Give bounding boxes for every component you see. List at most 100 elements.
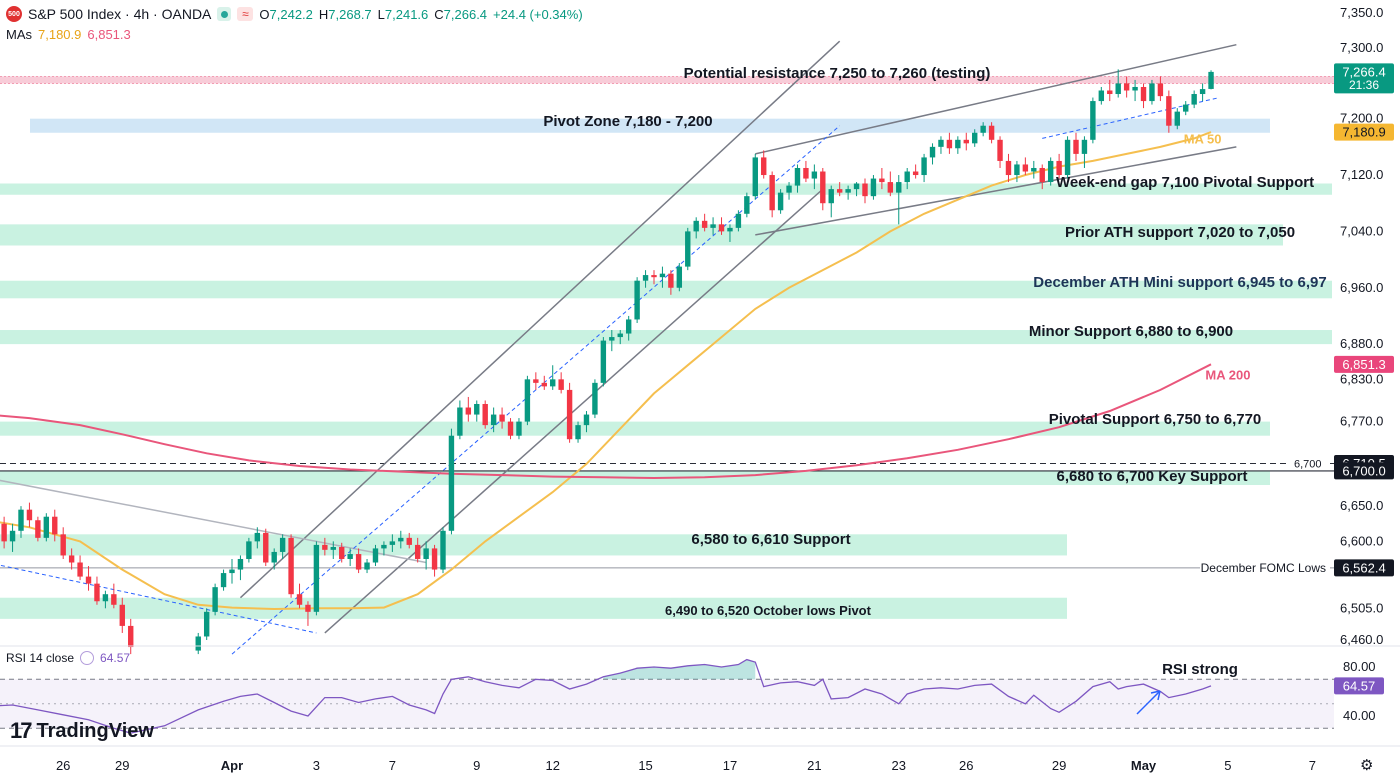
candle-body — [406, 537, 412, 545]
data-delay-icon: ≈ — [237, 7, 254, 21]
candle-body — [448, 435, 455, 531]
candle — [533, 372, 539, 390]
gear-icon[interactable]: ⚙ — [1360, 757, 1374, 774]
candle — [1174, 108, 1180, 130]
trendlines-layer — [0, 40, 1237, 655]
candle — [625, 315, 632, 341]
candle-body — [550, 379, 556, 387]
candle — [94, 576, 100, 605]
zone-label-5: Minor Support 6,880 to 6,900 — [1029, 323, 1233, 340]
candle — [1115, 69, 1121, 98]
x-tick-label: May — [1131, 758, 1157, 773]
candle — [398, 530, 404, 549]
ma-legend[interactable]: MAs 7,180.9 6,851.3 — [6, 27, 131, 42]
candle-body — [761, 157, 767, 176]
candle-body — [862, 183, 868, 197]
candle — [701, 213, 708, 232]
candle — [609, 330, 615, 352]
candle — [1132, 79, 1138, 102]
candle — [887, 171, 894, 197]
candle — [710, 217, 716, 235]
candle-body — [1073, 139, 1079, 154]
candle-body — [77, 562, 83, 577]
x-tick-label: 17 — [723, 758, 737, 773]
price-tag-label: 6,562.4 — [1342, 560, 1385, 575]
ma50-label: MA 50 — [1184, 131, 1222, 146]
zone-support-5 — [0, 330, 1332, 345]
candle — [912, 164, 919, 179]
candle-body — [1149, 83, 1155, 102]
symbol-title[interactable]: S&P 500 Index · 4h · OANDA — [28, 6, 212, 22]
zone-resistance-0 — [0, 76, 1334, 84]
candle-body — [474, 403, 480, 415]
candle — [592, 379, 598, 419]
candle — [246, 537, 252, 563]
x-tick-label: 21 — [807, 758, 821, 773]
y-tick-label: 6,960.0 — [1340, 280, 1383, 295]
candle-body — [955, 139, 961, 149]
candle — [1183, 101, 1189, 116]
candle — [752, 153, 758, 200]
candle — [431, 544, 438, 577]
ohlc-high: H7,268.7 — [318, 6, 372, 22]
candle — [718, 217, 725, 235]
zone-label-7: 6,680 to 6,700 Key Support — [1057, 468, 1248, 485]
candle-body — [668, 273, 674, 288]
candle — [600, 337, 607, 387]
y-tick-label: 6,650.0 — [1340, 498, 1383, 513]
candle — [1014, 160, 1020, 183]
candle-body — [431, 548, 438, 570]
candle-body — [1123, 83, 1130, 91]
candle-body — [355, 554, 362, 570]
candle — [1191, 90, 1197, 109]
candle — [414, 537, 421, 563]
zone-support-9 — [0, 597, 1067, 619]
candle — [879, 167, 885, 190]
candle — [339, 542, 345, 563]
chart-header: 500 S&P 500 Index · 4h · OANDA ≈ O7,242.… — [6, 4, 583, 24]
x-tick-label: 7 — [389, 758, 396, 773]
candle-body — [676, 266, 683, 288]
candle — [102, 590, 109, 609]
candle-body — [288, 537, 294, 595]
candle — [1073, 132, 1079, 161]
zone-support-4 — [0, 280, 1332, 299]
trendline-0 — [239, 40, 841, 599]
rsi-annotation: RSI strong — [1162, 661, 1238, 678]
candle-body — [592, 382, 598, 415]
candle-body — [752, 157, 758, 197]
y-tick-label: 6,880.0 — [1340, 336, 1383, 351]
candle-body — [558, 379, 564, 390]
candle-body — [836, 189, 843, 193]
candle — [761, 150, 767, 179]
candle — [1149, 79, 1155, 105]
price-tag-bg — [1334, 355, 1394, 373]
candle — [676, 263, 683, 292]
price-tag-bg — [1334, 559, 1394, 577]
trendline-3 — [755, 146, 1237, 236]
tradingview-logo[interactable]: 17 TradingView — [10, 718, 154, 744]
candle-body — [305, 604, 311, 612]
candle-body — [828, 189, 834, 204]
candle — [111, 583, 117, 609]
candle — [870, 175, 877, 200]
candle-body — [777, 192, 784, 211]
trendline-6 — [231, 125, 841, 655]
candle — [558, 372, 564, 394]
x-tick-label: 29 — [1052, 758, 1066, 773]
candle-body — [26, 509, 33, 521]
candle — [921, 153, 927, 183]
candle — [389, 534, 396, 552]
zone-support-8 — [0, 534, 1067, 556]
candle — [474, 400, 480, 422]
candle-body — [52, 516, 58, 535]
x-tick-label: 5 — [1224, 758, 1231, 773]
price-tag-label: 6,851.3 — [1342, 357, 1385, 372]
candle — [203, 608, 210, 640]
candle-body — [195, 636, 201, 651]
rsi-legend[interactable]: RSI 14 close 64.57 — [6, 651, 130, 665]
price-tag-line: 6,562.4 — [1334, 559, 1394, 577]
candle — [727, 224, 733, 242]
rsi-pane: 80.00 40.00 64.57 RSI strong — [0, 645, 1400, 734]
